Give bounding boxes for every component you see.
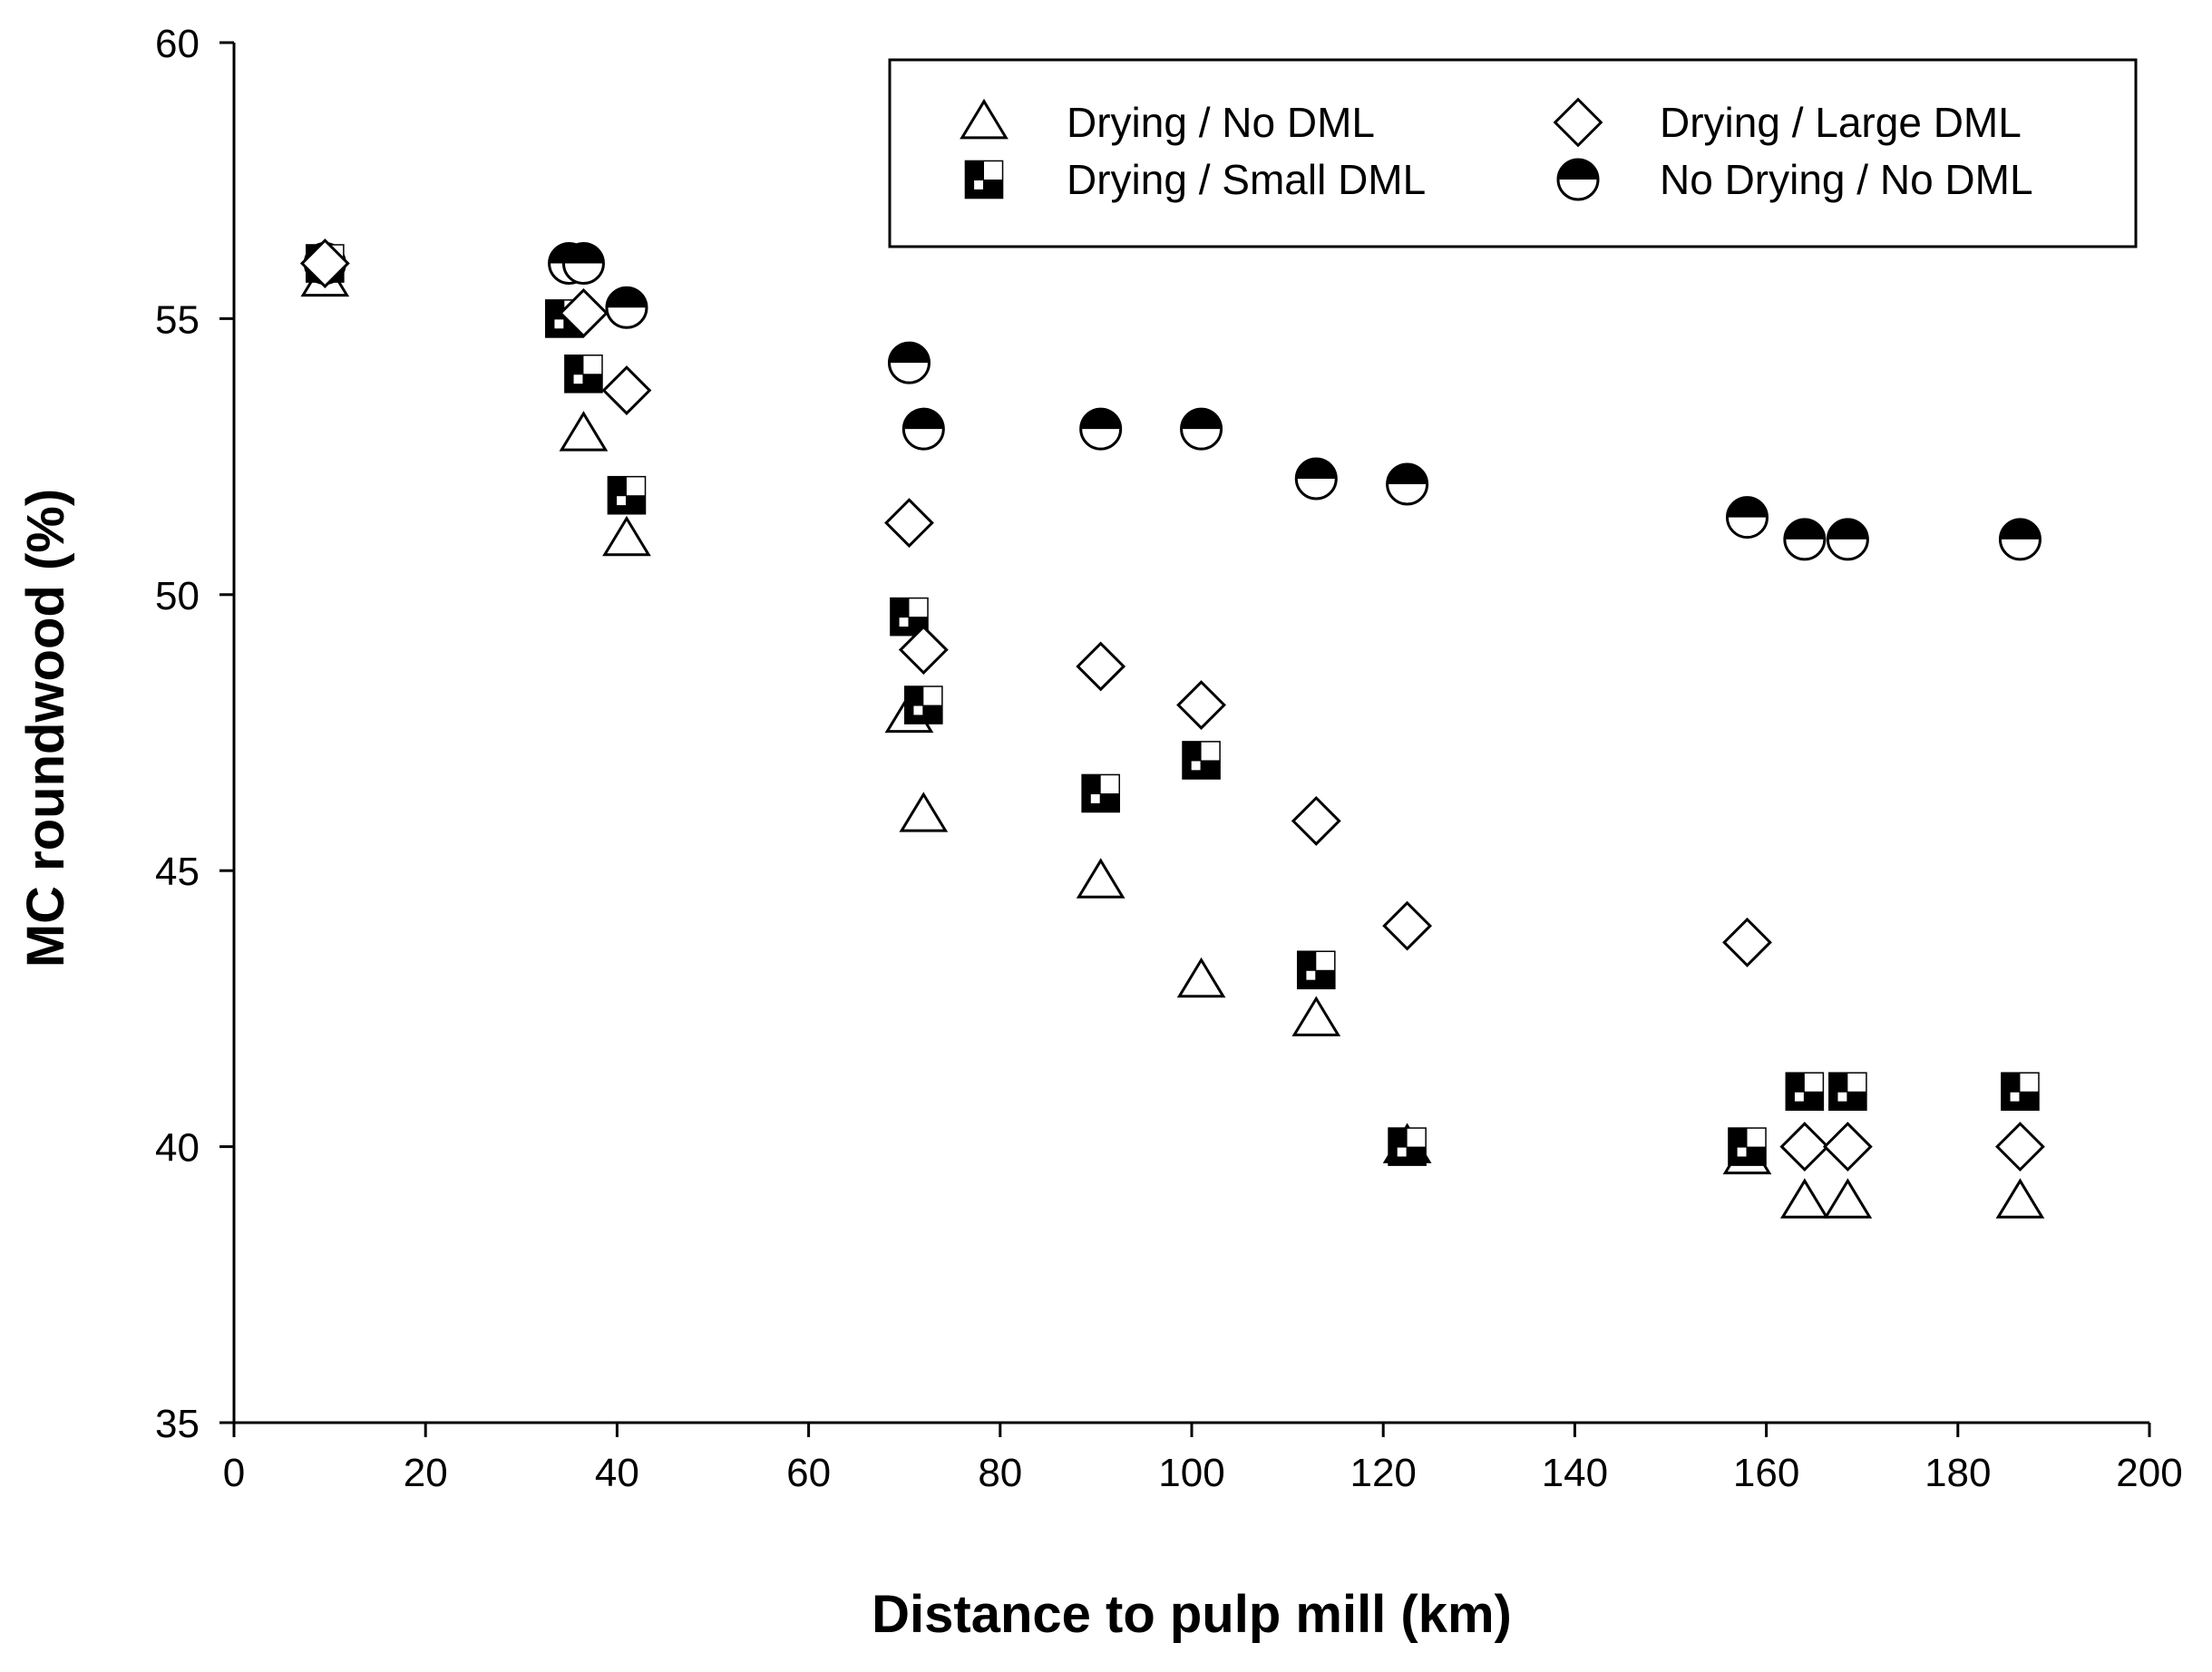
y-tick-label: 35 xyxy=(155,1402,200,1446)
legend-marker-drying-small-dml xyxy=(964,160,1004,199)
data-point-drying-large-dml xyxy=(1822,1122,1873,1172)
data-point-drying-large-dml xyxy=(1779,1122,1830,1172)
data-point-drying-no-dml xyxy=(899,792,949,832)
x-tick-label: 100 xyxy=(1158,1451,1224,1495)
x-tick-label: 40 xyxy=(595,1451,639,1495)
legend-marker-drying-large-dml xyxy=(1553,97,1603,148)
data-point-drying-small-dml xyxy=(1182,741,1221,780)
y-tick-label: 45 xyxy=(155,850,200,894)
x-axis-title: Distance to pulp mill (km) xyxy=(872,1585,1512,1644)
legend-label-drying-small-dml: Drying / Small DML xyxy=(1067,156,1426,203)
y-tick-label: 40 xyxy=(155,1126,200,1171)
x-tick-label: 140 xyxy=(1542,1451,1608,1495)
data-point-drying-large-dml xyxy=(898,625,949,676)
data-point-drying-small-dml xyxy=(607,475,647,515)
x-tick-label: 120 xyxy=(1350,1451,1416,1495)
data-point-drying-small-dml xyxy=(904,685,943,724)
data-point-no-drying-no-dml xyxy=(1783,518,1827,561)
x-tick-label: 80 xyxy=(978,1451,1022,1495)
x-tick-label: 60 xyxy=(786,1451,831,1495)
data-point-no-drying-no-dml xyxy=(901,407,945,451)
x-tick-label: 20 xyxy=(404,1451,448,1495)
data-point-drying-no-dml xyxy=(1291,996,1341,1036)
x-tick-label: 200 xyxy=(2116,1451,2182,1495)
data-point-drying-large-dml xyxy=(1076,641,1126,692)
data-point-drying-no-dml xyxy=(559,411,609,452)
legend-label-no-drying-no-dml: No Drying / No DML xyxy=(1660,156,2033,203)
data-point-drying-large-dml xyxy=(1382,900,1433,951)
y-tick-label: 50 xyxy=(155,574,200,618)
data-point-drying-no-dml xyxy=(1176,957,1226,998)
y-tick-label: 60 xyxy=(155,22,200,66)
legend: Drying / No DML Drying / Small DML Drying … xyxy=(888,58,2138,248)
legend-label-drying-no-dml: Drying / No DML xyxy=(1067,99,1375,146)
data-point-drying-no-dml xyxy=(1779,1178,1829,1219)
data-point-drying-large-dml xyxy=(884,498,934,549)
data-point-drying-small-dml xyxy=(1728,1127,1767,1166)
data-point-drying-large-dml xyxy=(1291,795,1341,846)
data-point-drying-no-dml xyxy=(602,515,651,557)
data-point-drying-small-dml xyxy=(564,354,603,394)
x-tick-label: 180 xyxy=(1925,1451,1991,1495)
data-point-drying-no-dml xyxy=(1076,858,1125,899)
data-point-no-drying-no-dml xyxy=(1826,518,1869,561)
data-point-drying-small-dml xyxy=(1785,1072,1825,1112)
data-point-drying-large-dml xyxy=(1995,1122,2045,1172)
data-point-drying-small-dml xyxy=(1388,1127,1427,1166)
legend-marker-drying-no-dml xyxy=(960,98,1009,140)
y-axis-title: MC roundwood (%) xyxy=(16,489,75,967)
data-point-no-drying-no-dml xyxy=(1294,457,1338,501)
data-point-drying-small-dml xyxy=(1828,1072,1867,1112)
data-point-no-drying-no-dml xyxy=(605,286,648,329)
y-tick-label: 55 xyxy=(155,297,200,342)
legend-label-drying-large-dml: Drying / Large DML xyxy=(1660,99,2022,146)
data-point-drying-small-dml xyxy=(1081,773,1120,813)
data-point-no-drying-no-dml xyxy=(561,242,605,286)
data-point-drying-large-dml xyxy=(1176,680,1226,730)
data-point-drying-large-dml xyxy=(299,238,350,288)
legend-box xyxy=(888,58,2138,248)
data-point-no-drying-no-dml xyxy=(1386,462,1429,506)
data-point-no-drying-no-dml xyxy=(887,341,931,384)
data-point-drying-small-dml xyxy=(1296,950,1336,990)
legend-marker-no-drying-no-dml xyxy=(1556,158,1600,201)
data-point-no-drying-no-dml xyxy=(1725,496,1769,540)
data-point-drying-small-dml xyxy=(890,597,929,637)
data-point-no-drying-no-dml xyxy=(1180,407,1223,451)
data-point-no-drying-no-dml xyxy=(1079,407,1123,451)
data-point-drying-small-dml xyxy=(2001,1072,2040,1112)
data-point-drying-large-dml xyxy=(601,365,652,415)
x-tick-label: 0 xyxy=(223,1451,245,1495)
data-point-drying-no-dml xyxy=(1995,1178,2045,1219)
data-point-drying-large-dml xyxy=(559,287,609,338)
data-point-no-drying-no-dml xyxy=(1998,518,2041,561)
data-point-drying-no-dml xyxy=(1823,1178,1873,1219)
x-tick-label: 160 xyxy=(1733,1451,1799,1495)
data-point-drying-large-dml xyxy=(1722,917,1772,967)
